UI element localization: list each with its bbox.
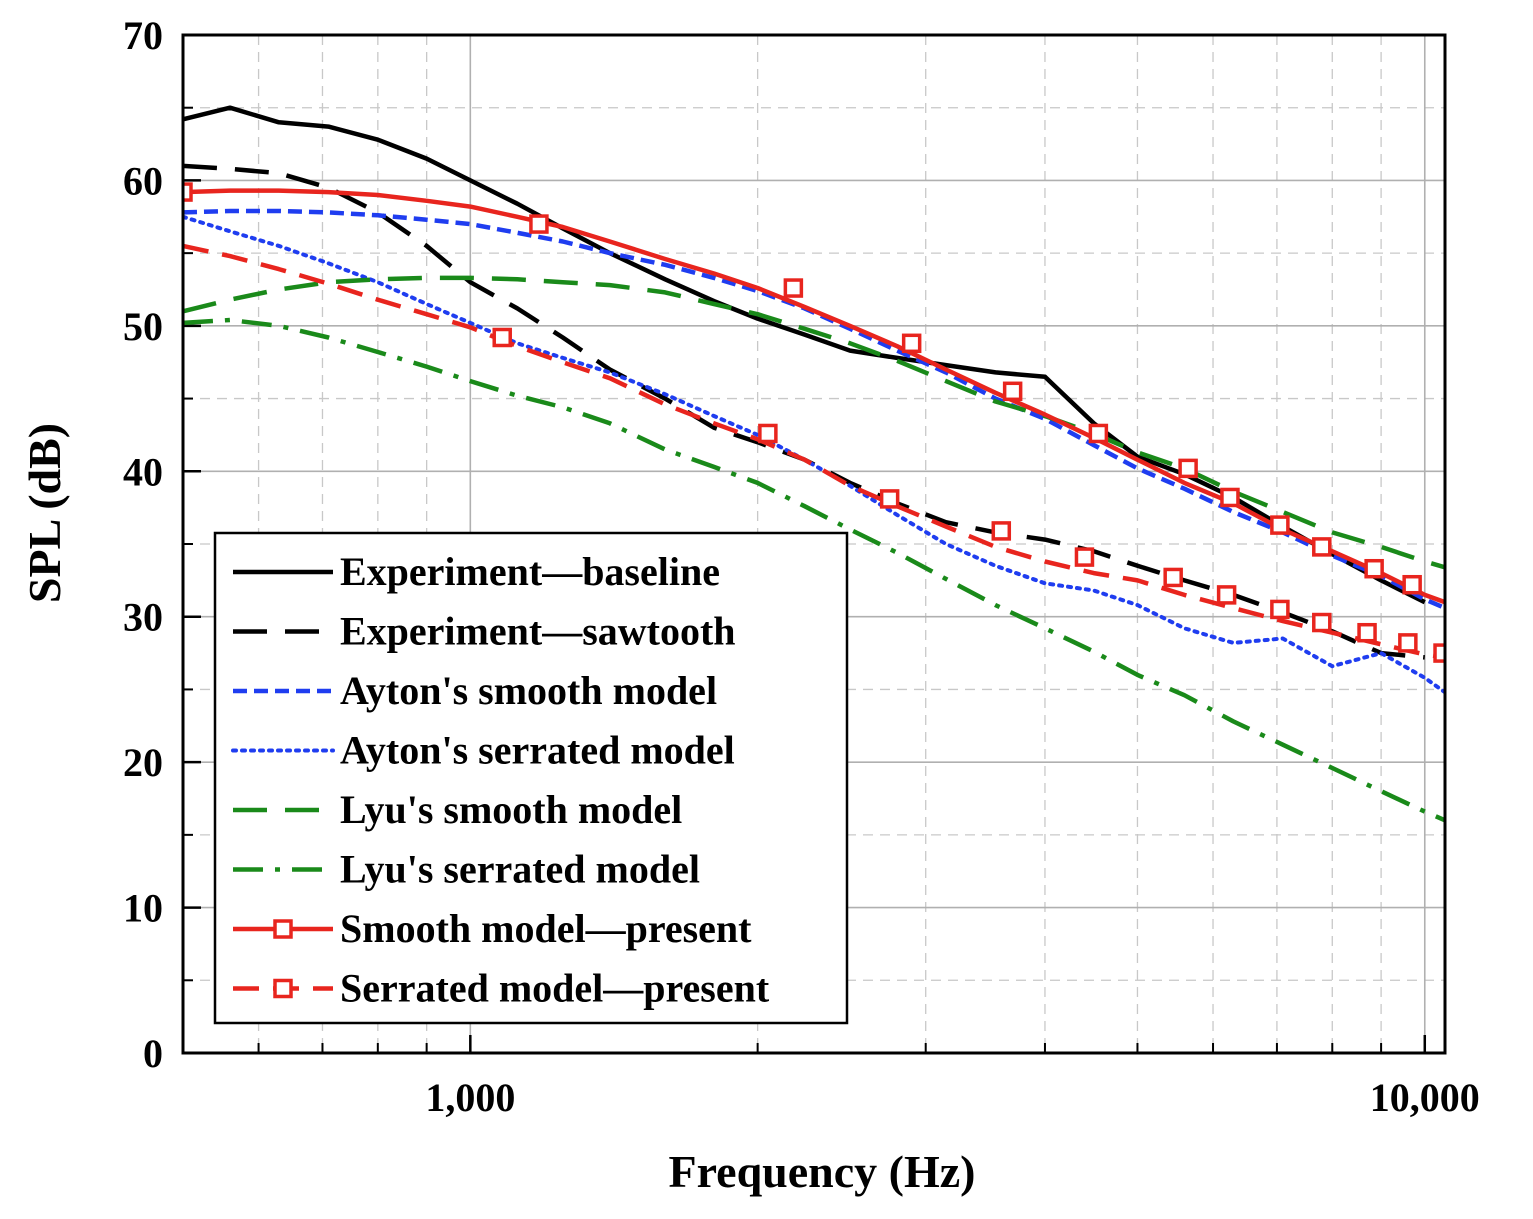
legend-item: Lyu's serrated model — [233, 847, 700, 892]
legend-label: Lyu's serrated model — [340, 847, 700, 892]
series-7 — [183, 182, 1445, 605]
y-tick-label: 70 — [123, 13, 163, 58]
legend-label: Ayton's serrated model — [340, 728, 735, 773]
data-point-marker — [1398, 633, 1418, 653]
data-point-marker — [1364, 558, 1384, 579]
y-tick-labels: 0 10 20 30 40 50 60 70 — [123, 13, 163, 1076]
x-tick-labels: 1,000 10,000 — [425, 1075, 1479, 1120]
series-line — [183, 188, 1445, 605]
legend-box — [213, 531, 849, 1025]
data-point-marker — [1357, 622, 1377, 643]
data-point-marker — [901, 333, 922, 354]
y-tick-label: 30 — [123, 595, 163, 640]
data-point-marker — [783, 278, 804, 298]
data-point-marker — [879, 489, 900, 509]
legend-marker — [273, 978, 293, 999]
legend-label: Lyu's smooth model — [340, 787, 682, 832]
y-axis-title: SPL (dB) — [19, 423, 70, 603]
data-point-marker — [1178, 458, 1198, 479]
legend-item: Serrated model—present — [233, 966, 770, 1011]
data-point-marker — [1002, 381, 1023, 402]
y-tick-label: 60 — [123, 158, 163, 203]
series-8 — [183, 243, 1445, 663]
y-tick-label: 0 — [143, 1031, 163, 1076]
x-axis-ticks — [182, 1035, 1427, 1053]
data-point-marker — [1270, 599, 1290, 620]
data-point-marker — [492, 327, 512, 348]
series-1 — [183, 105, 1426, 605]
data-point-marker — [991, 521, 1012, 541]
legend-label: Experiment—baseline — [340, 549, 720, 594]
legend-label: Smooth model—present — [340, 906, 752, 951]
data-point-marker — [1074, 547, 1095, 567]
data-point-marker — [1312, 537, 1332, 557]
data-point-marker — [1402, 574, 1422, 595]
legend-marker — [273, 919, 293, 939]
legend-item: Experiment—baseline — [233, 549, 720, 594]
series-line — [183, 275, 1445, 570]
legend-label: Ayton's smooth model — [340, 668, 717, 713]
series-line — [183, 105, 1426, 605]
legend-item: Lyu's smooth model — [233, 787, 682, 832]
x-tick-label: 10,000 — [1370, 1075, 1480, 1120]
data-point-marker — [1270, 515, 1290, 535]
y-tick-label: 50 — [123, 304, 163, 349]
legend: Experiment—baseline Experiment—sawtooth Ay… — [213, 531, 849, 1025]
legend-label: Experiment—sawtooth — [340, 609, 736, 654]
x-axis-title: Frequency (Hz) — [668, 1146, 975, 1197]
data-point-marker — [1163, 567, 1183, 588]
data-point-marker — [1088, 423, 1109, 444]
data-point-marker — [529, 214, 549, 234]
legend-item: Ayton's serrated model — [231, 728, 735, 773]
plot-frame — [181, 33, 1447, 1055]
legend-item: Experiment—sawtooth — [233, 609, 736, 654]
data-point-marker — [183, 182, 193, 202]
legend-item: Ayton's smooth model — [233, 668, 717, 713]
data-point-marker — [1312, 612, 1332, 633]
legend-item: Smooth model—present — [233, 906, 752, 951]
y-tick-label: 10 — [123, 886, 163, 931]
data-point-marker — [1220, 487, 1240, 508]
data-point-marker — [1216, 585, 1237, 605]
data-point-marker — [758, 423, 778, 444]
legend-label: Serrated model—present — [340, 966, 770, 1011]
data-point-marker — [1433, 643, 1445, 663]
x-tick-label: 1,000 — [425, 1075, 515, 1120]
series-layer — [183, 105, 1445, 823]
y-tick-label: 20 — [123, 740, 163, 785]
series-line — [183, 243, 1445, 660]
y-tick-label: 40 — [123, 449, 163, 494]
series-5 — [183, 275, 1445, 570]
legend-items: Experiment—baseline Experiment—sawtooth Ay… — [231, 549, 770, 1011]
